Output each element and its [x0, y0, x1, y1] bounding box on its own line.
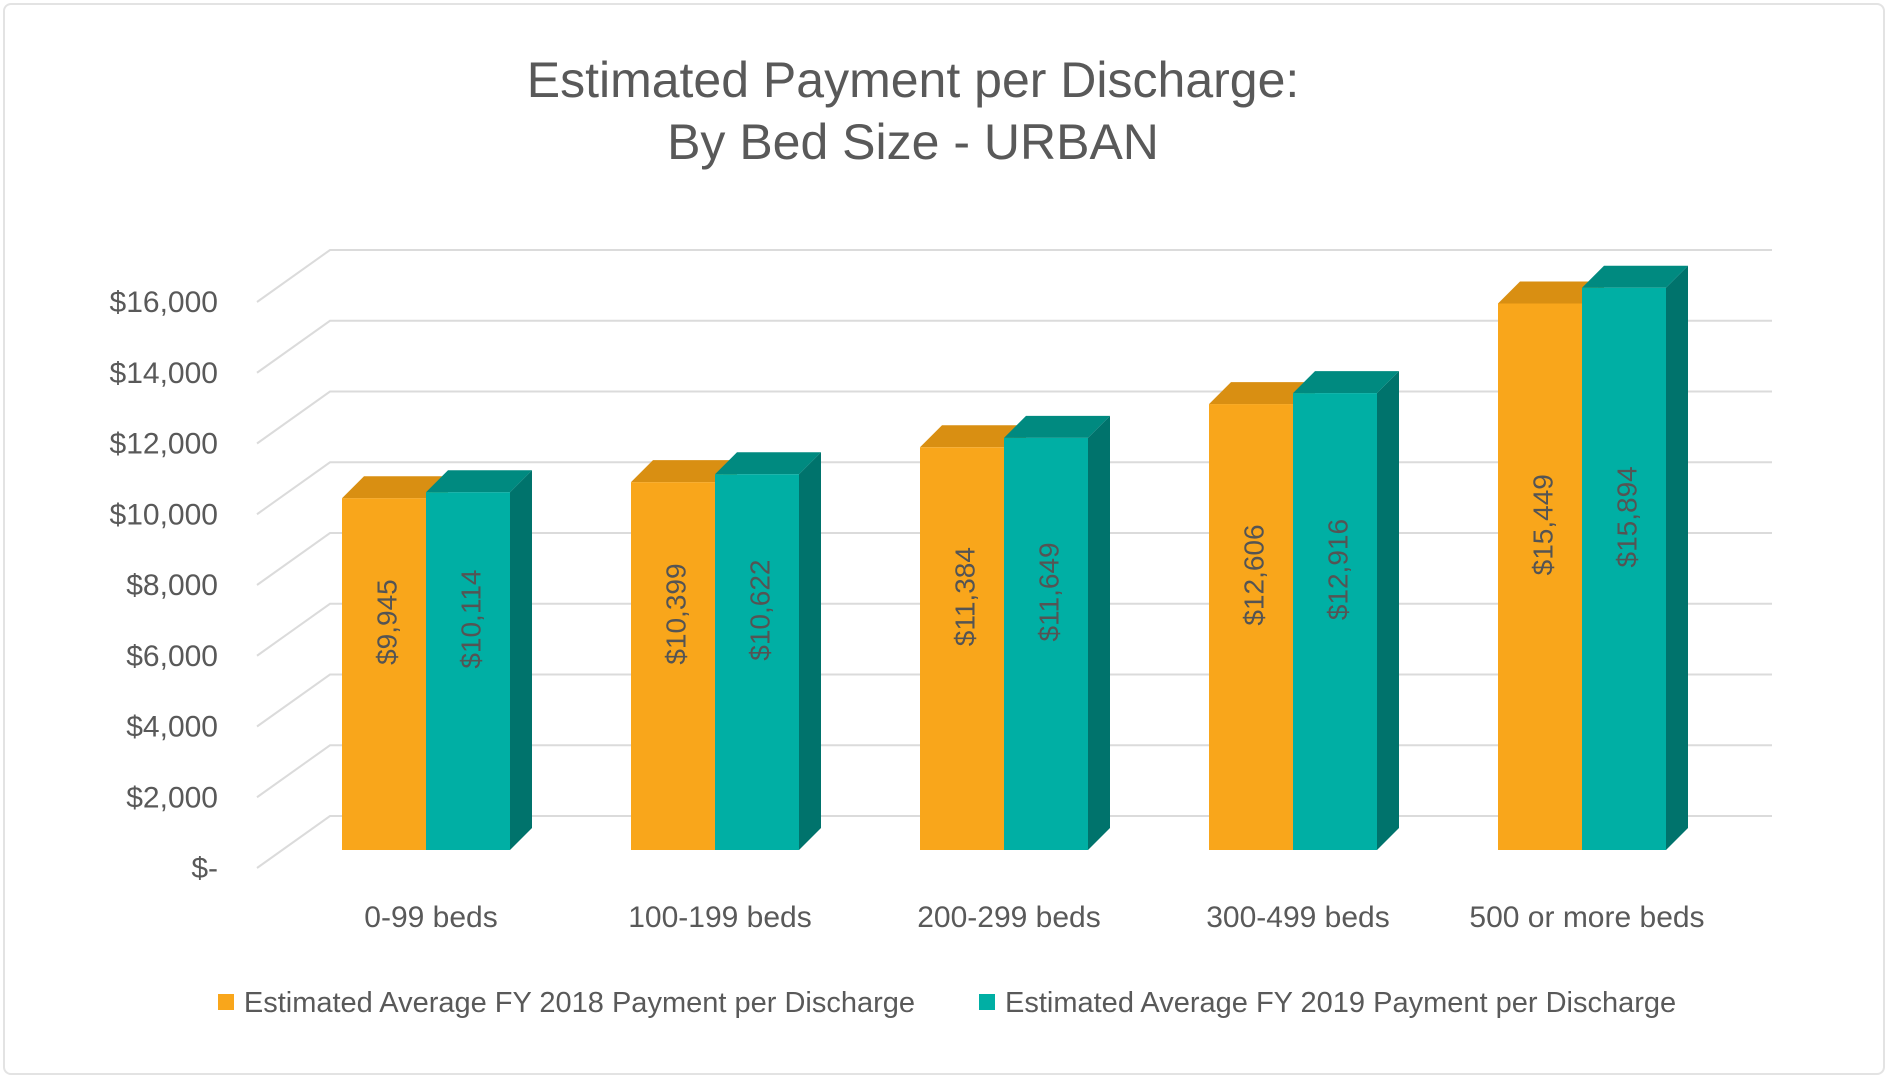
chart-title-line2: By Bed Size - URBAN [667, 114, 1159, 170]
bar-top-face [1498, 281, 1604, 304]
y-tick-label: $2,000 [126, 781, 218, 814]
y-tick-label: $16,000 [110, 286, 218, 319]
bar-side-face [1377, 371, 1399, 850]
bar-value-label: $15,449 [1528, 474, 1559, 575]
bar-series2-cat4: $12,916 [1293, 371, 1399, 850]
chart-canvas: $- $2,000 $4,000 $6,000 $8,000 $10,000 $12,000… [110, 249, 1772, 934]
bar-value-label: $9,945 [372, 579, 403, 665]
x-category-label: 300-499 beds [1206, 901, 1390, 934]
bar-front-face [1582, 287, 1666, 850]
bar-group-1: $9,945 $10,114 [342, 470, 532, 850]
legend-item-series1: Estimated Average FY 2018 Payment per Di… [217, 987, 915, 1020]
bar-value-label: $10,114 [456, 570, 487, 669]
bar-group-3: $11,384 $11,649 [920, 415, 1110, 850]
chart-title-line1: Estimated Payment per Discharge: [526, 52, 1300, 108]
bar-group-5: $15,449 $15,894 [1498, 265, 1688, 850]
bar-series2-cat3: $11,649 [1004, 415, 1110, 850]
x-category-label: 500 or more beds [1469, 901, 1704, 934]
bar-value-label: $15,894 [1612, 466, 1643, 567]
gridline [256, 319, 1772, 374]
bar-value-label: $11,384 [950, 547, 981, 646]
bar-value-label: $10,622 [745, 560, 776, 661]
bar-top-face [342, 476, 448, 499]
bar-front-face [631, 482, 715, 850]
bar-top-face [920, 425, 1026, 448]
y-tick-label: $12,000 [110, 428, 218, 461]
bar-series2-cat5: $15,894 [1582, 265, 1688, 850]
bar-value-label: $11,649 [1034, 542, 1065, 641]
bar-front-face [715, 474, 799, 850]
bar-side-face [799, 452, 821, 850]
y-tick-label: $14,000 [110, 357, 218, 390]
legend-swatch [217, 993, 234, 1010]
x-category-label: 0-99 beds [364, 901, 497, 934]
legend: Estimated Average FY 2018 Payment per Di… [5, 987, 1883, 1020]
y-tick-label: $- [191, 852, 218, 885]
bar-top-face [631, 460, 737, 483]
bar-top-face [1004, 415, 1110, 438]
bar-front-face [1498, 303, 1582, 850]
y-tick-label: $8,000 [126, 569, 218, 602]
gridline [256, 249, 1772, 303]
y-tick-label: $6,000 [126, 640, 218, 673]
bar-value-label: $12,606 [1239, 524, 1270, 625]
bar-front-face [1209, 404, 1293, 850]
chart-frame: Estimated Payment per Discharge: By Bed … [3, 3, 1885, 1075]
bar-front-face [342, 498, 426, 850]
legend-swatch [979, 993, 995, 1010]
bar-side-face [510, 470, 532, 850]
legend-item-series2: Estimated Average FY 2019 Payment per Di… [979, 987, 1676, 1020]
bar-front-face [920, 447, 1004, 850]
bar-value-label: $10,399 [661, 563, 692, 664]
bar-side-face [1666, 265, 1688, 850]
bar-front-face [1293, 393, 1377, 850]
bar-top-face [1582, 265, 1688, 288]
chart-title: Estimated Payment per Discharge: By Bed … [5, 49, 1821, 173]
bar-value-label: $12,916 [1323, 519, 1354, 620]
bar-series2-cat2: $10,622 [715, 452, 821, 850]
bar-top-face [1293, 371, 1399, 394]
x-category-label: 100-199 beds [628, 901, 812, 934]
bar-series2-cat1: $10,114 [426, 470, 532, 850]
bar-front-face [1004, 437, 1088, 850]
bar-side-face [1088, 415, 1110, 850]
bar-group-4: $12,606 $12,916 [1209, 371, 1399, 850]
bar-top-face [1209, 382, 1315, 405]
bar-group-2: $10,399 $10,622 [631, 452, 821, 850]
bar-top-face [715, 452, 821, 475]
y-tick-label: $4,000 [126, 711, 218, 744]
bar-top-face [426, 470, 532, 493]
x-category-label: 200-299 beds [917, 901, 1101, 934]
legend-label: Estimated Average FY 2019 Payment per Di… [1005, 987, 1677, 1019]
bar-front-face [426, 492, 510, 850]
legend-label: Estimated Average FY 2018 Payment per Di… [243, 987, 915, 1019]
y-tick-label: $10,000 [110, 498, 218, 531]
